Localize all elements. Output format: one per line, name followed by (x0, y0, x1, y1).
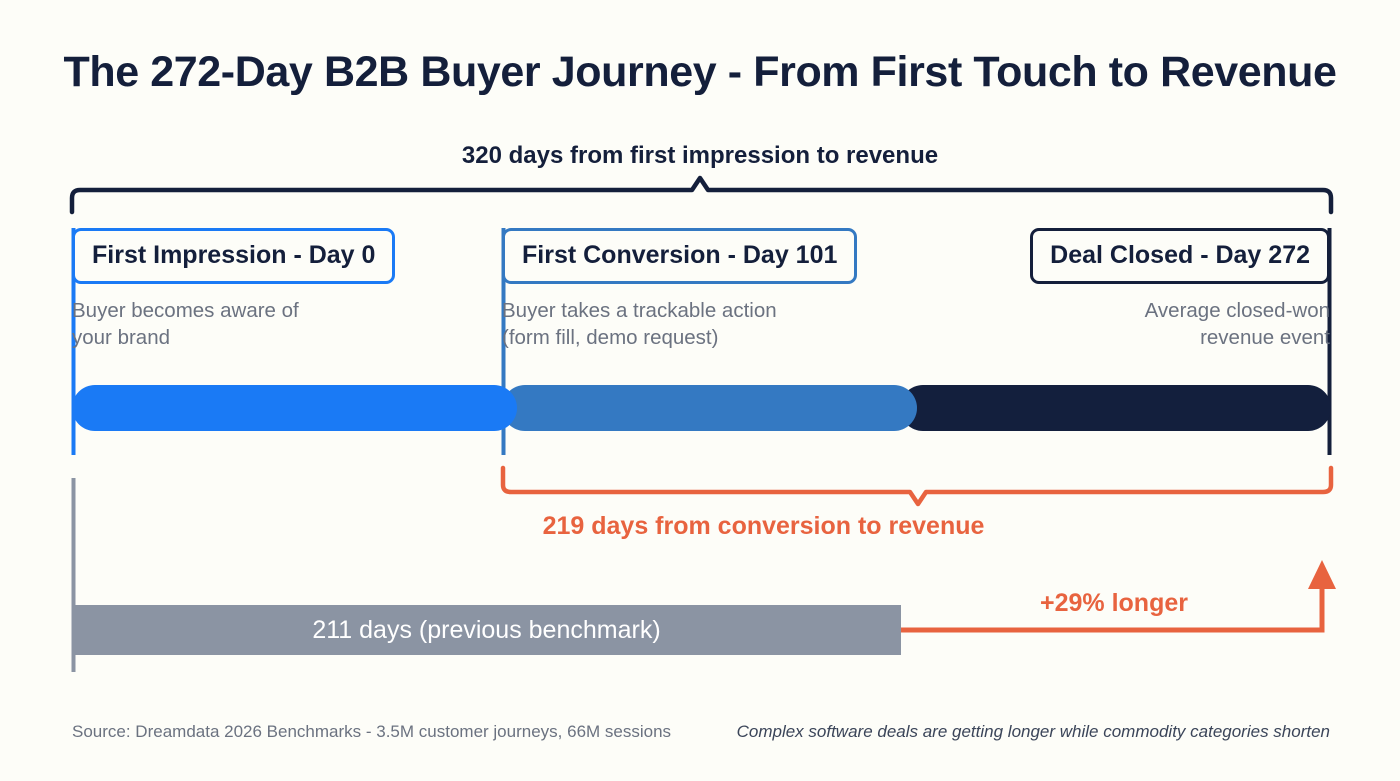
milestone-label-deal-closed: Deal Closed - Day 272 (1030, 228, 1330, 284)
conversion-duration-label: 219 days from conversion to revenue (0, 512, 1400, 541)
timeline-segment-first-conversion (502, 385, 917, 431)
milestone-label-first-conversion: First Conversion - Day 101 (502, 228, 858, 284)
insight-note: Complex software deals are getting longe… (736, 722, 1330, 741)
increase-percentage-label: +29% longer (1040, 589, 1188, 617)
milestone-desc-first-conversion: Buyer takes a trackable action (form fil… (502, 299, 777, 350)
milestone-card-deal-closed[interactable]: Deal Closed - Day 272 Average closed-won… (930, 228, 1330, 352)
milestone-card-first-conversion[interactable]: First Conversion - Day 101 Buyer takes a… (502, 228, 922, 352)
source-note: Source: Dreamdata 2026 Benchmarks - 3.5M… (72, 722, 672, 741)
page-title: The 272-Day B2B Buyer Journey - From Fir… (63, 48, 1337, 96)
conversion-duration-bracket (500, 465, 1334, 507)
milestone-desc-first-impression: Buyer becomes aware of your brand (72, 299, 299, 350)
total-duration-label: 320 days from first impression to revenu… (461, 142, 939, 169)
timeline-segment-first-impression (72, 385, 517, 431)
benchmark-bar-label: 211 days (previous benchmark) (312, 615, 661, 644)
milestone-desc-deal-closed: Average closed-won revenue event (1144, 299, 1330, 350)
timeline-segment-deal-closed (900, 385, 1331, 431)
conversion-duration-text: 219 days from conversion to revenue (542, 512, 985, 540)
milestone-card-first-impression[interactable]: First Impression - Day 0 Buyer becomes a… (72, 228, 492, 352)
milestone-label-first-impression: First Impression - Day 0 (72, 228, 396, 284)
benchmark-bar: 211 days (previous benchmark) (72, 605, 901, 655)
increase-arrow-head (1308, 560, 1336, 589)
total-duration-bracket (69, 175, 1334, 215)
